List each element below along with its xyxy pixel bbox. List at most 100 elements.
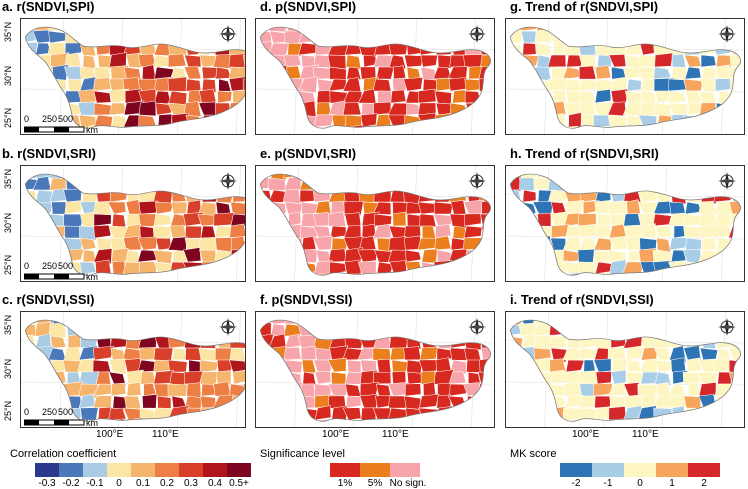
- scale-bar-unit: km: [86, 125, 98, 135]
- sub-basin: [243, 115, 246, 129]
- sub-basin: [684, 274, 702, 281]
- scale-bar-label: 500: [58, 261, 73, 271]
- sub-basin: [420, 166, 436, 178]
- sub-basin: [232, 115, 246, 129]
- sub-basin: [185, 226, 201, 238]
- sub-basin: [245, 189, 246, 202]
- sub-basin: [230, 224, 246, 238]
- sub-basin: [22, 91, 36, 103]
- sub-basin: [450, 31, 468, 43]
- sub-basin: [520, 67, 536, 79]
- sub-basin: [154, 91, 171, 104]
- sub-basin: [672, 19, 687, 31]
- sub-basin: [700, 103, 716, 118]
- sub-basin: [173, 348, 186, 360]
- sub-basin: [269, 274, 287, 281]
- panel-title: d. p(SNDVI,SPI): [260, 0, 356, 14]
- sub-basin: [65, 201, 82, 214]
- sub-basin: [506, 312, 521, 325]
- sub-basin: [578, 312, 597, 324]
- basin-map: [506, 19, 745, 134]
- sub-basin: [583, 29, 598, 43]
- sub-basin: [520, 396, 536, 409]
- sub-basin: [520, 113, 536, 129]
- sub-basin: [716, 406, 732, 420]
- sub-basin: [714, 190, 731, 202]
- sub-basin: [478, 260, 495, 274]
- sub-basin: [550, 166, 566, 178]
- sub-basin: [596, 371, 612, 384]
- sub-basin: [452, 178, 466, 191]
- sub-basin: [298, 312, 316, 324]
- sub-basin: [271, 115, 286, 127]
- sub-basin: [268, 248, 286, 262]
- sub-basin: [419, 408, 439, 422]
- sub-basin: [96, 335, 111, 348]
- sub-basin: [154, 348, 173, 361]
- sub-basin: [568, 29, 582, 43]
- sub-basin: [595, 89, 611, 103]
- sub-basin: [623, 178, 641, 190]
- sub-basin: [21, 213, 37, 226]
- sub-basin: [98, 55, 111, 69]
- sub-basin: [373, 79, 391, 91]
- sub-basin: [139, 262, 156, 276]
- sub-basin: [478, 418, 495, 427]
- sub-basin: [578, 19, 596, 31]
- sub-basin: [418, 19, 438, 32]
- sub-basin: [93, 166, 112, 178]
- sub-basin: [450, 336, 467, 348]
- sub-basin: [518, 250, 537, 264]
- sub-basin: [332, 420, 348, 427]
- sub-basin: [244, 19, 246, 33]
- sub-basin: [684, 125, 703, 134]
- sub-basin: [154, 322, 172, 336]
- sub-basin: [373, 102, 391, 115]
- sub-basin: [200, 360, 219, 372]
- sub-basin: [535, 91, 551, 103]
- sub-basin: [701, 78, 716, 91]
- sub-basin: [257, 419, 274, 427]
- sub-basin: [80, 238, 96, 250]
- sub-basin: [200, 420, 216, 427]
- sub-basin: [478, 372, 495, 384]
- sub-basin: [506, 383, 521, 397]
- sub-basin: [256, 384, 271, 396]
- sub-basin: [270, 55, 286, 67]
- sub-basin: [626, 127, 642, 134]
- sub-basin: [549, 78, 568, 91]
- sub-basin: [245, 66, 246, 79]
- sub-basin: [345, 274, 361, 281]
- sub-basin: [608, 274, 626, 281]
- sub-basin: [315, 166, 331, 179]
- sub-basin: [157, 396, 171, 409]
- sub-basin: [566, 79, 581, 91]
- sub-basin: [268, 419, 287, 427]
- sub-basin: [653, 272, 671, 281]
- sub-basin: [507, 262, 524, 275]
- sub-basin: [67, 312, 81, 326]
- sub-basin: [683, 166, 701, 178]
- sub-basin: [138, 166, 157, 178]
- sub-basin: [169, 91, 187, 105]
- sub-basin: [49, 323, 66, 338]
- sub-basin: [569, 113, 582, 128]
- legend-swatch: [360, 463, 390, 477]
- sub-basin: [685, 67, 701, 79]
- scale-bar-unit: km: [86, 418, 98, 428]
- sub-basin: [537, 127, 551, 134]
- sub-basin: [35, 225, 53, 239]
- sub-basin: [328, 55, 346, 69]
- sub-basin: [215, 336, 231, 348]
- sub-basin: [213, 54, 231, 68]
- sub-basin: [219, 79, 231, 91]
- correlation-legend-title: Correlation coefficient: [10, 448, 116, 460]
- sub-basin: [623, 312, 641, 324]
- sub-basin: [168, 312, 186, 326]
- sub-basin: [463, 127, 484, 134]
- sub-basin: [715, 115, 733, 129]
- sub-basin: [624, 19, 641, 33]
- sub-basin: [419, 30, 438, 43]
- sub-basin: [421, 324, 436, 336]
